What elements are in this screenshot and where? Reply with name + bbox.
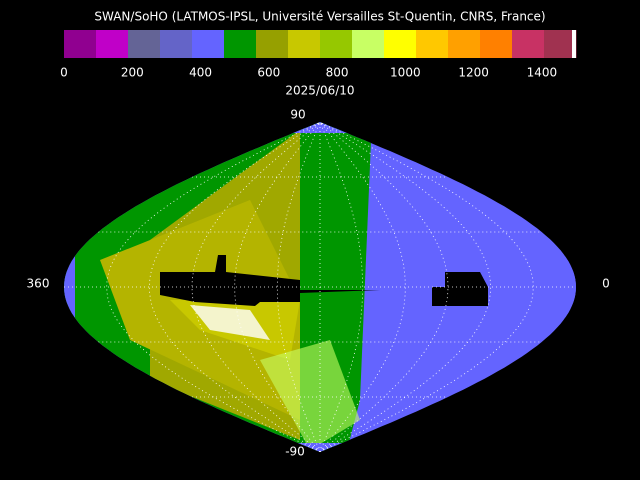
meridian [319, 122, 364, 452]
lon-label-right: 0 [602, 277, 610, 291]
lon-label-left: 360 [27, 277, 50, 291]
lat-label-bottom: -90 [285, 445, 305, 459]
colorbar-band [384, 30, 417, 58]
graticule [64, 122, 576, 452]
colorbar-tick-label: 1400 [527, 66, 558, 80]
colorbar-tick-label: 0 [60, 66, 68, 80]
colorbar-band [480, 30, 513, 58]
meridian [106, 122, 321, 452]
masked-region [160, 255, 380, 306]
colorbar-band [320, 30, 353, 58]
colorbar-tick-label: 1000 [390, 66, 421, 80]
colorbar-band [64, 30, 97, 58]
meridian [319, 122, 534, 452]
date: 2025/06/10 [285, 84, 354, 98]
colorbar-band [512, 30, 545, 58]
colorbar-band [352, 30, 385, 58]
colorbar-tick-label: 600 [257, 66, 280, 80]
colorbar-max-cap [572, 30, 576, 58]
colorbar-band [224, 30, 257, 58]
colorbar-band [256, 30, 289, 58]
colorbar [64, 30, 577, 58]
masked-region [432, 272, 488, 306]
colorbar-band [192, 30, 225, 58]
colorbar-tick-label: 200 [121, 66, 144, 80]
title: SWAN/SoHO (LATMOS-IPSL, Université Versa… [94, 10, 545, 24]
colorbar-tick-label: 800 [326, 66, 349, 80]
colorbar-band [160, 30, 193, 58]
colorbar-tick-label: 1200 [458, 66, 489, 80]
meridian [276, 122, 321, 452]
colorbar-band [544, 30, 577, 58]
colorbar-band [128, 30, 161, 58]
lat-label-top: 90 [290, 108, 305, 122]
map-region [345, 122, 372, 452]
colorbar-band [96, 30, 129, 58]
colorbar-band [288, 30, 321, 58]
colorbar-tick-label: 400 [189, 66, 212, 80]
map-region [190, 305, 270, 340]
map-region [260, 340, 360, 450]
colorbar-band [416, 30, 449, 58]
colorbar-band [448, 30, 481, 58]
